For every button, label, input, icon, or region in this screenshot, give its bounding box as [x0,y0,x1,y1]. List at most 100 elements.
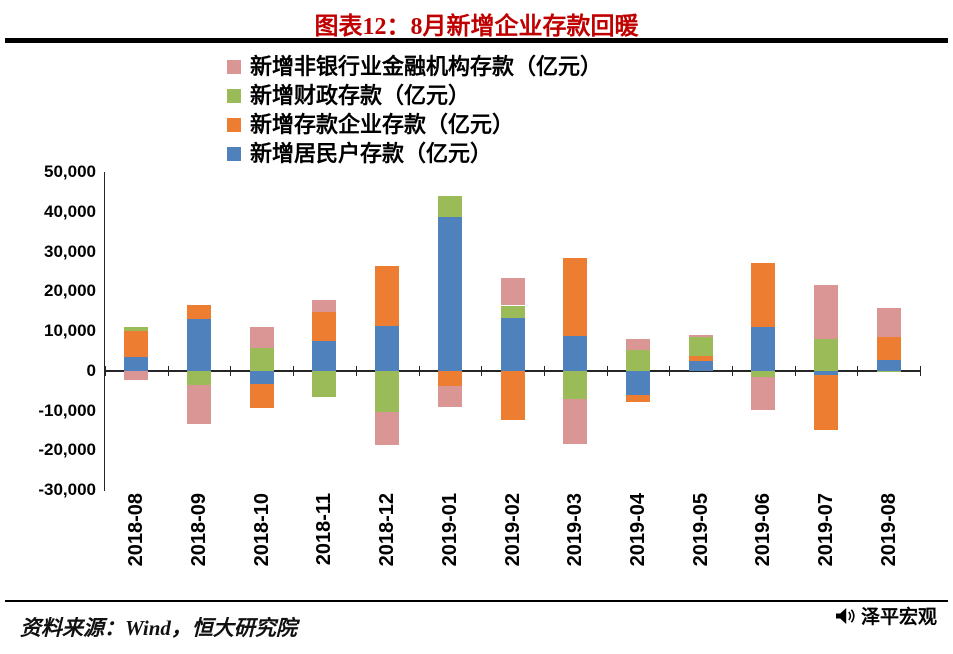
legend-item: 新增居民户存款（亿元） [227,139,602,168]
bar-segment-household [625,370,650,396]
y-axis: 50,000 40,000 30,000 20,000 10,000 0 -10,000 -2… [0,162,96,499]
bar-segment-household [876,360,901,371]
bar-segment-nonbank [375,412,400,446]
bar-segment-corporate [751,263,776,327]
axis-tick [857,366,859,376]
axis-tick [543,366,545,376]
bar-segment-household [437,217,462,371]
x-axis-label: 2019-06 [752,493,775,567]
bar-segment-household [751,327,776,371]
bar-segment-household [312,341,337,371]
bar-segment-nonbank [688,335,713,338]
legend-label: 新增存款企业存款（亿元） [250,111,515,137]
legend-label: 新增财政存款（亿元） [250,82,471,108]
bar-segment-household [124,356,149,371]
axis-tick [418,366,420,376]
bar-segment-fiscal [563,370,588,399]
x-axis-label: 2019-04 [626,493,649,567]
x-axis-label: 2018-11 [313,493,336,566]
bar-segment-corporate [437,370,462,387]
axis-tick [669,366,671,376]
legend: 新增非银行业金融机构存款（亿元） 新增财政存款（亿元） 新增存款企业存款（亿元） 新增… [227,52,602,168]
x-axis-label: 2019-08 [877,493,900,567]
bar-segment-corporate [625,395,650,403]
legend-swatch [227,146,241,161]
bar-segment-fiscal [625,349,650,371]
axis-tick [481,366,483,376]
bar-segment-household [375,325,400,371]
legend-item: 新增财政存款（亿元） [227,81,602,110]
y-axis-tick-label: -20,000 [38,440,96,460]
megaphone-icon [835,607,855,624]
bar-segment-fiscal [500,305,525,319]
bar-segment-nonbank [249,326,274,348]
bar-segment-nonbank [500,278,525,306]
brand-name: 泽平宏观 [860,607,937,628]
bar-segment-fiscal [688,337,713,357]
y-axis-tick-label: 20,000 [44,281,96,301]
bar-segment-fiscal [187,370,211,385]
legend-swatch [227,88,241,103]
axis-tick [920,366,921,376]
bar-segment-household [563,336,588,371]
bar-segment-corporate [249,383,274,408]
bar-segment-nonbank [124,370,149,381]
y-axis-tick-label: -30,000 [38,480,96,499]
bar-segment-nonbank [751,376,776,411]
legend-swatch [227,117,241,132]
bar-segment-fiscal [876,370,901,372]
x-axis-label: 2018-09 [188,493,210,567]
legend-item: 新增非银行业金融机构存款（亿元） [227,52,602,81]
bar-segment-corporate [876,336,901,361]
bar-segment-fiscal [437,195,462,218]
axis-tick [105,366,106,376]
axis-tick [355,366,357,376]
bar-segment-household [249,370,274,384]
top-divider [5,38,948,43]
bar-segment-fiscal [124,327,149,331]
bar-segment-nonbank [563,398,588,445]
axis-tick [606,366,608,376]
x-axis-label: 2018-10 [250,493,273,567]
bar-segment-fiscal [751,370,776,377]
bar-segment-nonbank [876,307,901,337]
bar-segment-corporate [688,356,713,362]
x-axis-label: 2019-03 [564,493,587,567]
brand: 泽平宏观 [834,602,937,629]
x-axis-label: 2019-07 [815,493,837,567]
axis-tick [794,366,796,376]
axis-tick [731,366,733,376]
y-axis-tick-label: 10,000 [44,321,96,340]
bar-segment-nonbank [814,285,838,339]
chart-title: 图表12：8月新增企业存款回暖 [314,14,639,40]
bar-segment-nonbank [312,299,337,313]
bottom-divider [5,600,948,602]
bar-segment-household [187,319,211,371]
axis-tick [293,366,295,376]
y-axis-tick-label: 50,000 [44,162,96,181]
legend-label: 新增居民户存款（亿元） [250,140,493,166]
y-axis-tick-label: 30,000 [44,241,96,261]
bar-segment-nonbank [187,384,211,425]
plot-area [105,172,921,490]
bar-segment-corporate [500,370,525,420]
x-axis-label: 2019-02 [501,493,524,567]
axis-tick [230,366,232,376]
bar-segment-household [688,361,713,371]
bar-segment-corporate [563,258,588,337]
bar-segment-corporate [814,374,838,430]
x-axis-label: 2018-08 [125,493,148,567]
y-axis-line [104,172,105,491]
bar-segment-corporate [124,331,149,357]
y-axis-tick-label: -10,000 [38,400,96,420]
legend-swatch [227,59,241,74]
bar-segment-fiscal [375,370,400,413]
bar-segment-nonbank [625,338,650,350]
y-axis-tick-label: 40,000 [44,201,96,221]
bar-segment-fiscal [814,338,838,371]
x-axis-label: 2018-12 [376,493,399,567]
axis-tick [167,366,169,376]
x-axis-label: 2019-05 [689,493,712,567]
bar-segment-corporate [312,312,337,342]
